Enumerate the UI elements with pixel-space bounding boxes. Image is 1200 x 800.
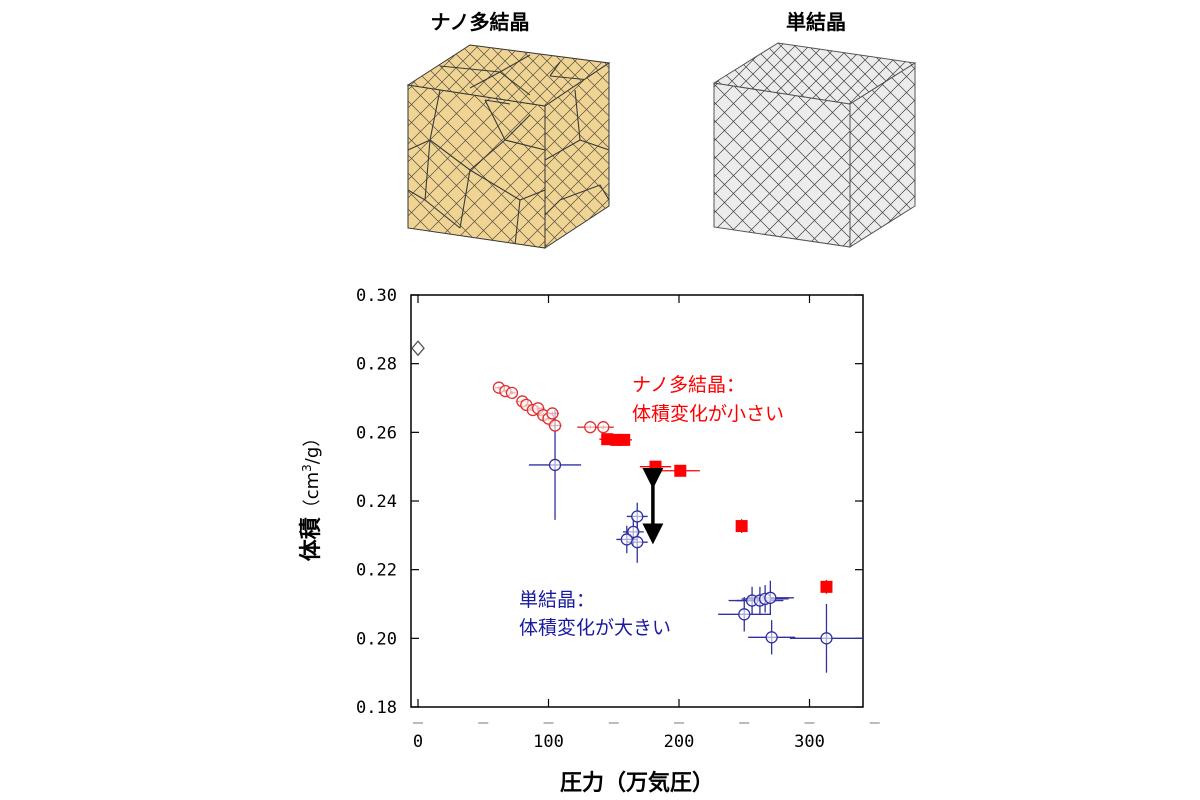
x-tick-label: 300	[794, 732, 825, 752]
data-point	[584, 421, 597, 434]
x-tick-label: 0	[413, 732, 423, 752]
data-point	[764, 591, 777, 604]
cube-right-face	[849, 62, 916, 248]
data-point	[548, 419, 562, 432]
data-points	[411, 340, 833, 645]
data-point	[601, 433, 614, 446]
data-point	[411, 340, 425, 357]
axis-ticks: 0.18 0.20 0.22 0.24 0.26 0.28 0.30 0 100 200 300	[356, 286, 880, 752]
single-crystal-cube	[712, 42, 917, 248]
data-point	[765, 631, 778, 644]
data-point	[631, 536, 644, 549]
nano-annotation: ナノ多結晶： 体積変化が小さい	[632, 374, 784, 425]
annotation-line: ナノ多結晶：	[632, 374, 745, 396]
data-point	[820, 632, 833, 645]
single-annotation: 単結晶： 体積変化が大きい	[519, 589, 671, 639]
annotation-line: 体積変化が小さい	[632, 403, 784, 425]
y-axis-label: 体積（cm3/g）	[299, 429, 324, 562]
annotation-line: 体積変化が大きい	[519, 617, 671, 639]
y-tick-label: 0.28	[356, 355, 397, 375]
x-tick-label: 200	[664, 732, 695, 752]
single-crystal-label: 単結晶	[786, 10, 846, 34]
data-point	[738, 608, 751, 621]
data-point	[649, 460, 662, 473]
cube-front-face	[713, 82, 851, 248]
data-point	[546, 407, 559, 420]
data-point	[620, 533, 633, 546]
y-tick-label: 0.18	[356, 698, 397, 718]
y-tick-label: 0.26	[356, 423, 397, 443]
data-point	[674, 464, 687, 477]
data-point	[505, 386, 519, 400]
data-point	[597, 421, 610, 434]
data-point	[631, 510, 644, 523]
data-point	[618, 433, 631, 446]
x-axis-label: 圧力（万気圧）	[560, 770, 714, 796]
data-point	[548, 458, 562, 472]
y-tick-label: 0.20	[356, 629, 397, 649]
grain-boundaries	[408, 54, 609, 246]
cube-right-face	[544, 62, 610, 249]
y-tick-label: 0.24	[356, 492, 397, 512]
y-tick-label: 0.30	[356, 286, 397, 306]
data-point	[820, 580, 833, 593]
data-point	[735, 520, 748, 533]
nano-polycrystal-label: ナノ多結晶	[430, 10, 530, 34]
annotation-line: 単結晶：	[519, 589, 595, 611]
plot-frame	[410, 294, 864, 708]
nano-polycrystal-cube	[406, 44, 611, 249]
y-tick-label: 0.22	[356, 561, 397, 581]
x-tick-label: 100	[533, 732, 564, 752]
